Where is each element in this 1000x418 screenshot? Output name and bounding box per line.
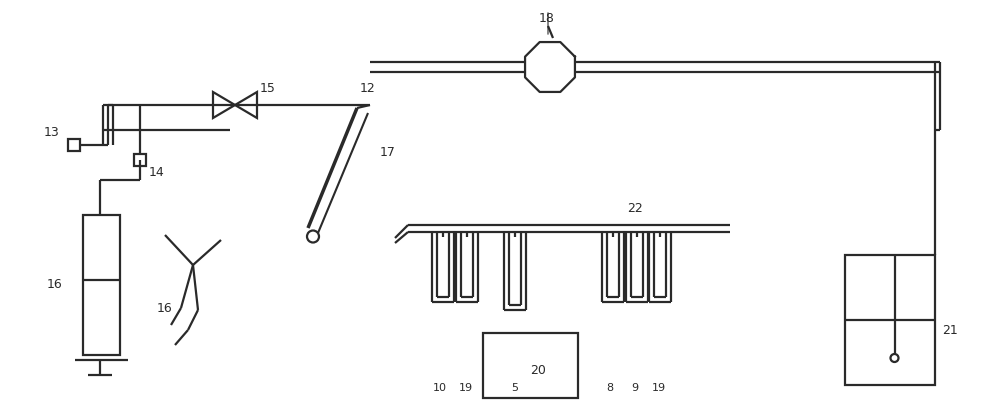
Text: 19: 19 xyxy=(652,383,666,393)
Bar xyxy=(83,215,120,355)
Text: 21: 21 xyxy=(942,324,958,336)
Bar xyxy=(845,255,935,385)
Bar xyxy=(134,154,146,166)
Bar xyxy=(483,333,578,398)
Text: 12: 12 xyxy=(360,82,376,94)
Text: 14: 14 xyxy=(149,166,165,179)
Text: 16: 16 xyxy=(157,301,173,314)
Text: 15: 15 xyxy=(260,82,276,94)
Text: 20: 20 xyxy=(530,364,546,377)
Text: 13: 13 xyxy=(44,127,60,140)
Text: 17: 17 xyxy=(380,145,396,158)
Bar xyxy=(68,139,80,151)
Text: 18: 18 xyxy=(539,12,555,25)
Text: 19: 19 xyxy=(459,383,473,393)
Text: 16: 16 xyxy=(47,278,63,291)
Text: 9: 9 xyxy=(631,383,639,393)
Text: 10: 10 xyxy=(433,383,447,393)
Text: 22: 22 xyxy=(627,201,643,214)
Text: 5: 5 xyxy=(512,383,518,393)
Text: 8: 8 xyxy=(606,383,614,393)
